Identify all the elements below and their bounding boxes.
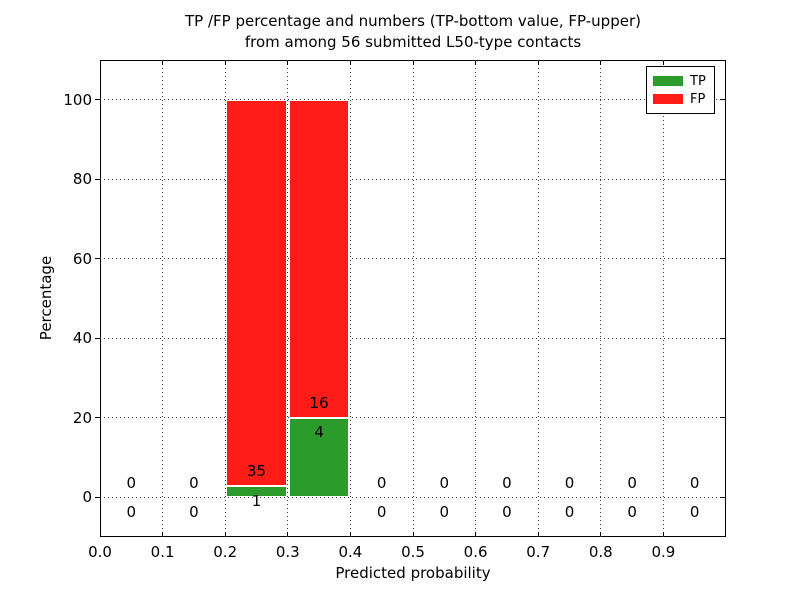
y-tick-right [720, 99, 725, 101]
x-tick-top [162, 61, 164, 65]
x-gridline [349, 60, 351, 537]
x-tick-top [537, 61, 539, 65]
fp-count-annotation: 0 [126, 473, 137, 492]
x-tick-label: 0.1 [150, 543, 175, 561]
y-tick-label: 80 [72, 170, 92, 189]
y-axis-label: Percentage [37, 255, 55, 341]
bar-tp-segment [288, 417, 350, 498]
x-tick-label: 0.3 [275, 543, 300, 561]
x-gridline [475, 60, 477, 537]
y-tick-label: 0 [82, 488, 92, 507]
y-tick-label: 100 [63, 90, 92, 109]
y-tick-left [95, 99, 100, 101]
x-tick-label: 0.7 [526, 543, 551, 561]
y-tick-left [95, 258, 100, 260]
x-tick-top [412, 61, 414, 65]
x-tick-label: 0.5 [401, 543, 425, 561]
x-tick-label: 0.9 [651, 543, 676, 561]
x-gridline [662, 60, 664, 537]
y-tick-left [95, 496, 100, 498]
chart-title-line2: from among 56 submitted L50-type contact… [244, 33, 582, 51]
bar-tp-segment [226, 486, 287, 498]
x-tick-top [662, 61, 664, 65]
x-tick-top [224, 61, 226, 65]
y-tick-label: 20 [72, 408, 92, 427]
x-tick-bottom [162, 532, 164, 536]
bar-fp-segment [226, 99, 287, 487]
y-tick-left [95, 337, 100, 339]
x-tick-label: 0.0 [88, 543, 112, 561]
tp-count-annotation: 0 [126, 502, 137, 521]
y-tick-left [95, 417, 100, 419]
tp-count-annotation: 0 [439, 502, 450, 521]
x-tick-bottom [537, 532, 539, 536]
fp-count-annotation: 0 [564, 473, 575, 492]
legend-item-tp: TP [653, 75, 708, 88]
x-tick-label: 0.8 [588, 543, 613, 561]
tp-count-annotation: 0 [502, 502, 512, 521]
x-gridline [412, 60, 414, 537]
tp-count-annotation: 0 [564, 502, 575, 521]
y-tick-right [720, 337, 725, 339]
fp-count-annotation: 16 [309, 394, 329, 413]
x-gridline [600, 60, 602, 537]
fp-count-annotation: 0 [627, 473, 637, 492]
tp-count-annotation: 0 [189, 502, 199, 521]
x-tick-bottom [287, 532, 289, 536]
tp-legend-swatch-icon [653, 76, 683, 86]
fp-count-annotation: 0 [502, 473, 512, 492]
y-tick-label: 40 [72, 329, 92, 348]
x-gridline [162, 60, 164, 537]
fp-count-annotation: 0 [689, 473, 700, 492]
chart-title-line1: TP /FP percentage and numbers (TP-bottom… [185, 12, 641, 30]
y-tick-right [720, 496, 725, 498]
x-tick-top [287, 61, 289, 65]
tp-count-annotation: 0 [376, 502, 387, 521]
x-tick-bottom [412, 532, 414, 536]
tp-count-annotation: 0 [689, 502, 700, 521]
y-tick-right [720, 258, 725, 260]
x-tick-label: 0.2 [213, 543, 238, 561]
tp-count-annotation: 0 [627, 502, 637, 521]
fp-count-annotation: 0 [376, 473, 387, 492]
x-gridline [537, 60, 539, 537]
tp-legend-label: TP [690, 73, 706, 89]
bar-fp-segment [288, 99, 350, 418]
legend: TP FP [646, 66, 715, 114]
x-tick-bottom [475, 532, 477, 536]
x-tick-label: 0.4 [338, 543, 363, 561]
x-tick-bottom [662, 532, 664, 536]
y-tick-label: 60 [72, 249, 92, 268]
x-tick-bottom [349, 532, 351, 536]
y-tick-right [720, 178, 725, 180]
x-axis-label: Predicted probability [335, 564, 491, 582]
x-gridline [224, 60, 226, 537]
y-tick-left [95, 178, 100, 180]
x-gridline [287, 60, 289, 537]
x-tick-bottom [224, 532, 226, 536]
x-tick-label: 0.6 [463, 543, 488, 561]
fp-legend-swatch-icon [653, 94, 683, 104]
x-tick-top [475, 61, 477, 65]
fp-count-annotation: 0 [439, 473, 450, 492]
fp-count-annotation: 35 [246, 462, 267, 481]
x-tick-bottom [600, 532, 602, 536]
chart-title: TP /FP percentage and numbers (TP-bottom… [100, 11, 726, 53]
legend-item-fp: FP [653, 93, 708, 106]
x-tick-top [600, 61, 602, 65]
fp-count-annotation: 0 [189, 473, 199, 492]
tp-count-annotation: 4 [314, 423, 324, 442]
y-tick-right [720, 417, 725, 419]
fp-legend-label: FP [690, 91, 706, 107]
tp-count-annotation: 1 [251, 491, 262, 510]
x-tick-top [349, 61, 351, 65]
